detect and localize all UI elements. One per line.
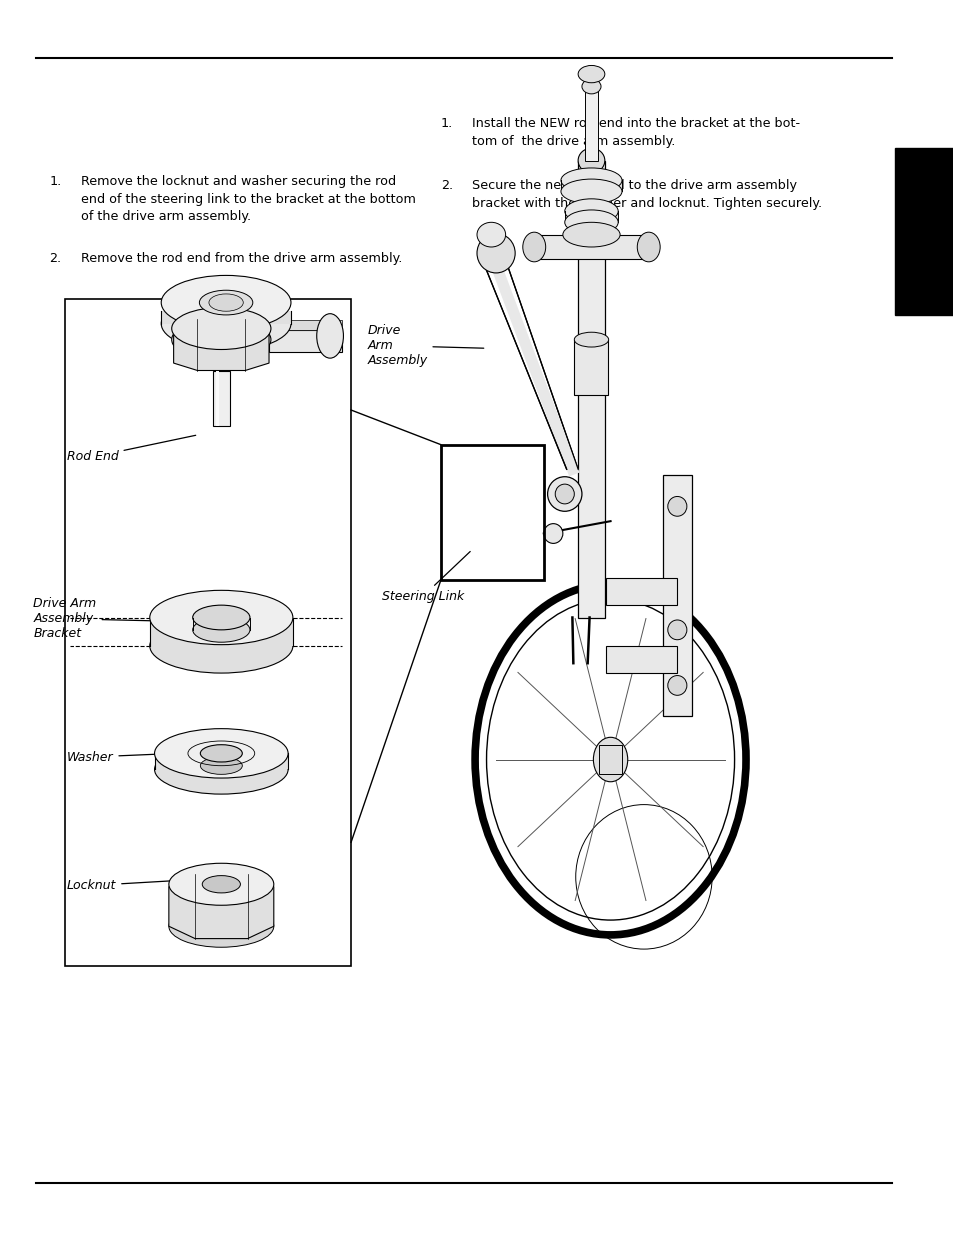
Polygon shape: [564, 211, 618, 222]
Ellipse shape: [547, 477, 581, 511]
Bar: [662, 475, 691, 716]
Bar: [215, 370, 219, 426]
Ellipse shape: [316, 314, 343, 358]
Ellipse shape: [574, 332, 608, 347]
Ellipse shape: [200, 757, 242, 774]
Ellipse shape: [150, 619, 293, 673]
Ellipse shape: [593, 737, 627, 782]
Polygon shape: [560, 180, 621, 191]
Text: Locknut: Locknut: [67, 879, 173, 892]
Ellipse shape: [667, 620, 686, 640]
Text: Drive
Arm
Assembly: Drive Arm Assembly: [367, 325, 483, 367]
Ellipse shape: [667, 496, 686, 516]
Bar: [529, 235, 653, 259]
Ellipse shape: [543, 524, 562, 543]
Ellipse shape: [154, 729, 288, 778]
Polygon shape: [173, 319, 269, 370]
Polygon shape: [169, 874, 274, 939]
Ellipse shape: [476, 222, 505, 247]
Text: 2.: 2.: [50, 252, 62, 266]
Polygon shape: [150, 618, 293, 646]
Bar: [605, 578, 677, 605]
Text: Drive Arm
Assembly
Bracket: Drive Arm Assembly Bracket: [33, 598, 167, 640]
Ellipse shape: [154, 745, 288, 794]
Ellipse shape: [169, 863, 274, 905]
Bar: [578, 161, 604, 618]
Text: Steering Link: Steering Link: [381, 552, 470, 603]
Text: Install the NEW rod end into the bracket at the bot-
tom of  the drive arm assem: Install the NEW rod end into the bracket…: [472, 117, 800, 148]
Ellipse shape: [202, 876, 240, 893]
Ellipse shape: [172, 319, 271, 361]
Ellipse shape: [562, 222, 619, 247]
Ellipse shape: [578, 65, 604, 83]
Ellipse shape: [476, 233, 515, 273]
Ellipse shape: [564, 210, 618, 235]
Ellipse shape: [200, 745, 242, 762]
Ellipse shape: [193, 618, 250, 642]
Text: 1.: 1.: [440, 117, 453, 131]
Ellipse shape: [601, 748, 618, 771]
Ellipse shape: [169, 905, 274, 947]
Ellipse shape: [560, 179, 621, 204]
Text: Secure the new rod end to the drive arm assembly
bracket with the washer and loc: Secure the new rod end to the drive arm …: [472, 179, 821, 210]
Polygon shape: [154, 753, 288, 769]
Polygon shape: [269, 320, 341, 330]
Ellipse shape: [560, 168, 621, 193]
Ellipse shape: [522, 232, 545, 262]
Bar: [440, 445, 543, 580]
Polygon shape: [578, 151, 582, 618]
Text: Remove the locknut and washer securing the rod
end of the steering link to the b: Remove the locknut and washer securing t…: [81, 175, 416, 224]
Ellipse shape: [637, 232, 659, 262]
Ellipse shape: [564, 199, 618, 224]
Ellipse shape: [578, 148, 604, 173]
Ellipse shape: [199, 290, 253, 315]
Bar: [574, 340, 607, 395]
Bar: [605, 646, 677, 673]
Bar: [894, 148, 953, 315]
Ellipse shape: [555, 484, 574, 504]
Text: Washer: Washer: [67, 751, 173, 763]
Bar: [65, 299, 351, 966]
Ellipse shape: [161, 296, 291, 351]
Ellipse shape: [486, 599, 734, 920]
Ellipse shape: [193, 605, 250, 630]
Bar: [213, 370, 230, 426]
Text: 1.: 1.: [50, 175, 62, 189]
Polygon shape: [161, 311, 291, 324]
Bar: [598, 745, 621, 774]
Ellipse shape: [150, 590, 293, 645]
Bar: [269, 330, 341, 352]
Text: Rod End: Rod End: [67, 435, 195, 463]
Ellipse shape: [172, 308, 271, 350]
Ellipse shape: [667, 676, 686, 695]
Ellipse shape: [161, 275, 291, 330]
Bar: [584, 86, 598, 161]
Ellipse shape: [581, 79, 600, 94]
Text: Remove the rod end from the drive arm assembly.: Remove the rod end from the drive arm as…: [81, 252, 402, 266]
Ellipse shape: [209, 294, 243, 311]
Text: 2.: 2.: [440, 179, 453, 193]
